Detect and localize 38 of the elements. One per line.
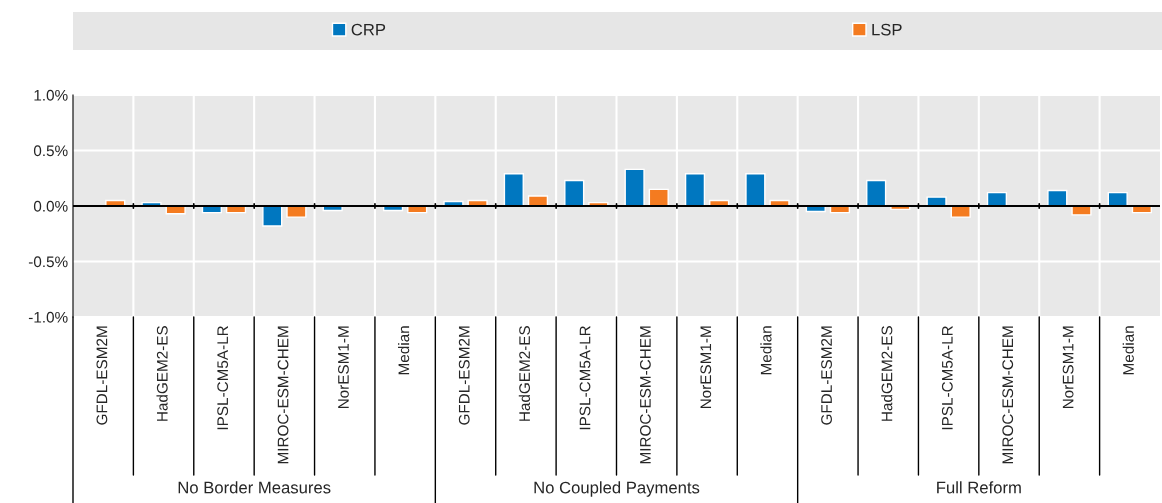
bar [503, 173, 524, 207]
x-tick-label: NorESM1-M [700, 326, 712, 409]
bar [684, 173, 706, 207]
bar [745, 173, 766, 207]
bar [866, 179, 887, 207]
x-tick-label: IPSL-CM5A-LR [579, 326, 591, 430]
x-tick-label: HadGEM2-ES [518, 326, 531, 421]
bar [286, 205, 307, 218]
x-tick-label: Median [398, 326, 410, 375]
x-tick-label: GFDL-ESM2M [458, 326, 470, 425]
legend-label: CRP [351, 23, 386, 36]
x-tick-label: Median [1122, 326, 1134, 375]
x-tick-label: GFDL-ESM2M [821, 326, 832, 425]
legend-label: LSP [872, 23, 902, 36]
x-tick-label: NorESM1-M [338, 326, 349, 409]
y-tick-label: 1.0% [34, 89, 68, 101]
text: No Coupled Payments [534, 481, 700, 497]
x-tick-label: IPSL-CM5A-LR [217, 326, 229, 430]
x-tick-label: NorESM1-M [1062, 326, 1074, 409]
x-tick-label: MIROC-ESM-CHEM [639, 326, 651, 464]
x-tick-label: MIROC-ESM-CHEM [277, 326, 289, 464]
x-tick-label: MIROC-ESM-CHEM [1002, 326, 1014, 464]
y-tick-label: 0.5% [33, 145, 68, 157]
y-tick-label: -1.0% [28, 311, 68, 323]
bar [564, 179, 585, 207]
x-tick-label: Median [760, 326, 772, 375]
bar [624, 168, 645, 207]
x-tick-label: HadGEM2-ES [156, 326, 168, 421]
x-tick-label: HadGEM2-ES [881, 326, 893, 421]
y-tick-label: -0.5% [28, 256, 68, 268]
y-tick-label: 0.0% [33, 200, 68, 212]
bar [1071, 205, 1092, 216]
text: No Border Measures [178, 481, 331, 494]
text: Full Reform [937, 481, 1021, 494]
bar [926, 196, 947, 207]
bar [262, 205, 283, 227]
x-tick-label: GFDL-ESM2M [96, 326, 108, 425]
x-tick-label: IPSL-CM5A-LR [941, 326, 953, 430]
